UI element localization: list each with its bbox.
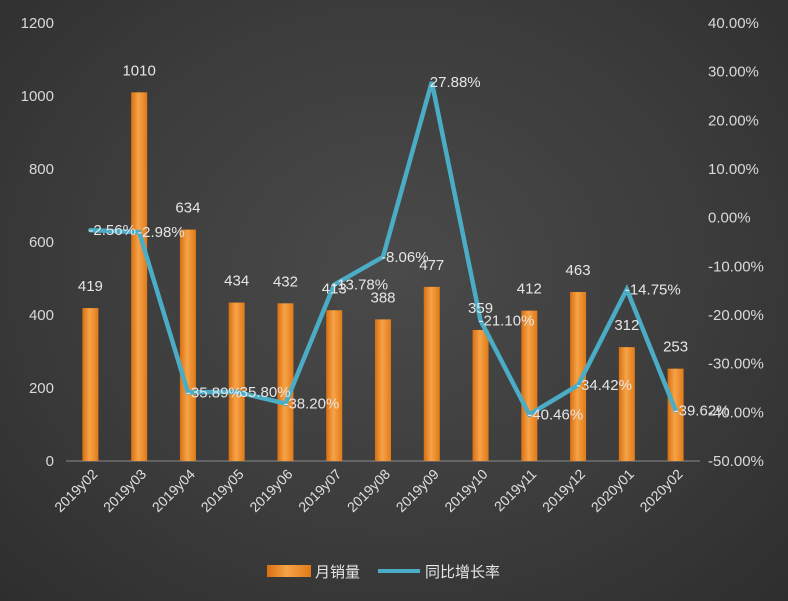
bar-data-label: 253 <box>663 339 688 356</box>
legend-label-bar: 月销量 <box>315 563 360 581</box>
bar <box>326 310 343 461</box>
x-tick-label: 2019y07 <box>295 466 344 515</box>
bar <box>521 310 538 461</box>
left-tick-label: 1200 <box>21 15 54 32</box>
x-tick-label: 2019y09 <box>393 466 442 515</box>
line-data-labels: -2.56% -2.98% -35.89%-35.80%-38.20% -13.78%… <box>88 74 729 424</box>
line-data-label: -39.62% <box>674 402 730 419</box>
bar-data-label: 477 <box>419 257 444 274</box>
line-data-label: -8.06% <box>381 249 429 266</box>
line-data-label: -21.10% <box>479 312 535 329</box>
x-axis: 2019y02 2019y03 2019y04 2019y05 2019y06 2019y… <box>51 466 686 515</box>
bar-data-label: 312 <box>614 317 639 334</box>
right-axis: -50.00% -40.00% -30.00% -20.00% -10.00% 0.00%… <box>708 15 764 470</box>
right-tick-label: 30.00% <box>708 64 759 81</box>
bar <box>131 92 148 461</box>
line-data-label: -40.46% <box>527 407 583 424</box>
bar-data-label: 419 <box>78 278 103 295</box>
right-tick-label: 10.00% <box>708 161 759 178</box>
line-data-label: -13.78% <box>332 277 388 294</box>
left-tick-label: 600 <box>29 234 54 251</box>
bar <box>179 229 196 461</box>
left-tick-label: 1000 <box>21 88 54 105</box>
line-data-label: -35.80% <box>235 384 291 401</box>
right-tick-label: 40.00% <box>708 15 759 32</box>
line-data-label: -34.42% <box>576 377 632 394</box>
bar-data-label: 434 <box>224 273 249 290</box>
line-series <box>88 81 678 418</box>
x-tick-label: 2019y02 <box>51 466 100 515</box>
line-data-label: 27.88% <box>430 74 481 91</box>
line-data-label: -35.89% <box>186 384 242 401</box>
bar <box>570 292 587 461</box>
bar <box>375 319 391 461</box>
x-tick-label: 2020y01 <box>588 466 637 515</box>
line-data-label: -14.75% <box>625 281 681 298</box>
x-tick-label: 2019y08 <box>344 466 393 515</box>
bar-series <box>82 92 684 461</box>
x-tick-label: 2019y05 <box>198 466 247 515</box>
line-data-label: -2.98% <box>137 224 185 241</box>
right-tick-label: -30.00% <box>708 356 764 373</box>
right-tick-label: -10.00% <box>708 258 764 275</box>
bar-data-label: 1010 <box>122 62 155 79</box>
left-tick-label: 800 <box>29 161 54 178</box>
bar-data-label: 412 <box>517 281 542 298</box>
right-tick-label: -50.00% <box>708 453 764 470</box>
bar-data-label: 463 <box>566 262 591 279</box>
line-data-label: -2.56% <box>88 222 136 239</box>
bar <box>228 302 245 461</box>
x-tick-label: 2019y10 <box>441 466 490 515</box>
left-tick-label: 400 <box>29 307 54 324</box>
x-tick-label: 2020y02 <box>636 466 685 515</box>
x-tick-label: 2019y03 <box>100 466 149 515</box>
bar-data-label: 359 <box>468 300 493 317</box>
line-data-label: -38.20% <box>283 396 339 413</box>
bar <box>423 286 440 461</box>
bar-data-label: 634 <box>175 200 200 217</box>
bar <box>618 347 635 461</box>
legend-label-line: 同比增长率 <box>425 563 500 581</box>
bar-data-label: 413 <box>322 280 347 297</box>
bar-data-label: 432 <box>273 273 298 290</box>
legend: 月销量 同比增长率 <box>267 563 500 581</box>
left-axis: 0 200 400 600 800 1000 1200 <box>21 15 54 470</box>
right-tick-label: -40.00% <box>708 404 764 421</box>
bar-data-label: 388 <box>370 289 395 306</box>
bar <box>82 308 99 461</box>
right-tick-label: -20.00% <box>708 307 764 324</box>
bar-data-labels: 419 1010 634 434 432 413 388 477 359 412 463 312 253 <box>78 62 688 355</box>
x-tick-label: 2019y11 <box>491 466 540 515</box>
right-tick-label: 0.00% <box>708 210 751 227</box>
x-tick-label: 2019y04 <box>149 466 198 515</box>
bar <box>667 368 684 461</box>
left-tick-label: 0 <box>46 453 54 470</box>
x-tick-label: 2019y12 <box>539 466 588 515</box>
bar <box>472 329 489 461</box>
left-tick-label: 200 <box>29 380 54 397</box>
right-tick-label: 20.00% <box>708 112 759 129</box>
bar <box>277 303 294 461</box>
x-tick-label: 2019y06 <box>246 466 295 515</box>
legend-swatch-bar <box>267 565 311 577</box>
